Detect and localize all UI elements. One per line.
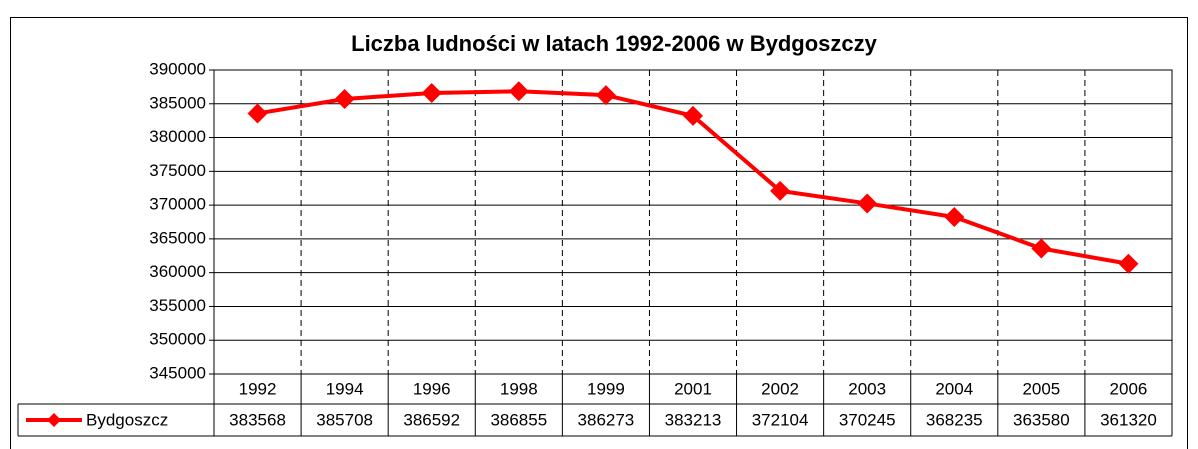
x-tick-label: 2006 [1110, 379, 1148, 398]
chart-title: Liczba ludności w latach 1992-2006 w Byd… [351, 31, 878, 56]
data-point [595, 85, 616, 106]
x-tick-label: 2002 [761, 379, 799, 398]
data-point [334, 88, 355, 109]
legend-label: Bydgoszcz [86, 410, 168, 429]
table-value: 386855 [490, 410, 547, 429]
x-tick-label: 1992 [239, 379, 277, 398]
x-tick-label: 1994 [326, 379, 364, 398]
y-tick-label: 360000 [149, 262, 206, 281]
table-value: 372104 [752, 410, 809, 429]
data-point [1118, 253, 1139, 274]
data-point [857, 193, 878, 214]
table-value: 361320 [1100, 410, 1157, 429]
table-value: 363580 [1013, 410, 1070, 429]
table-value: 383213 [665, 410, 722, 429]
data-point [247, 103, 268, 124]
x-tick-label: 1996 [413, 379, 451, 398]
x-tick-label: 1998 [500, 379, 538, 398]
data-point [421, 83, 442, 104]
y-tick-label: 385000 [149, 93, 206, 112]
y-tick-label: 365000 [149, 228, 206, 247]
y-tick-label: 370000 [149, 195, 206, 214]
y-tick-label: 350000 [149, 330, 206, 349]
data-point [683, 105, 703, 126]
data-point [944, 207, 965, 228]
y-tick-label: 355000 [149, 296, 206, 315]
table-value: 386273 [578, 410, 635, 429]
x-tick-label: 1999 [587, 379, 625, 398]
x-tick-label: 2003 [848, 379, 886, 398]
data-point [508, 81, 529, 102]
data-point [1031, 238, 1052, 259]
y-tick-label: 375000 [149, 161, 206, 180]
table-value: 370245 [839, 410, 896, 429]
table-value: 368235 [926, 410, 983, 429]
legend-marker [47, 413, 61, 427]
y-tick-label: 390000 [149, 59, 206, 78]
table-value: 386592 [403, 410, 460, 429]
chart-frame [10, 17, 1188, 449]
y-tick-label: 380000 [149, 127, 206, 146]
table-value: 385708 [316, 410, 373, 429]
x-tick-label: 2005 [1022, 379, 1060, 398]
x-tick-label: 2001 [674, 379, 712, 398]
x-tick-label: 2004 [935, 379, 973, 398]
y-tick-label: 345000 [149, 363, 206, 382]
table-value: 383568 [229, 410, 286, 429]
data-point [770, 180, 791, 201]
